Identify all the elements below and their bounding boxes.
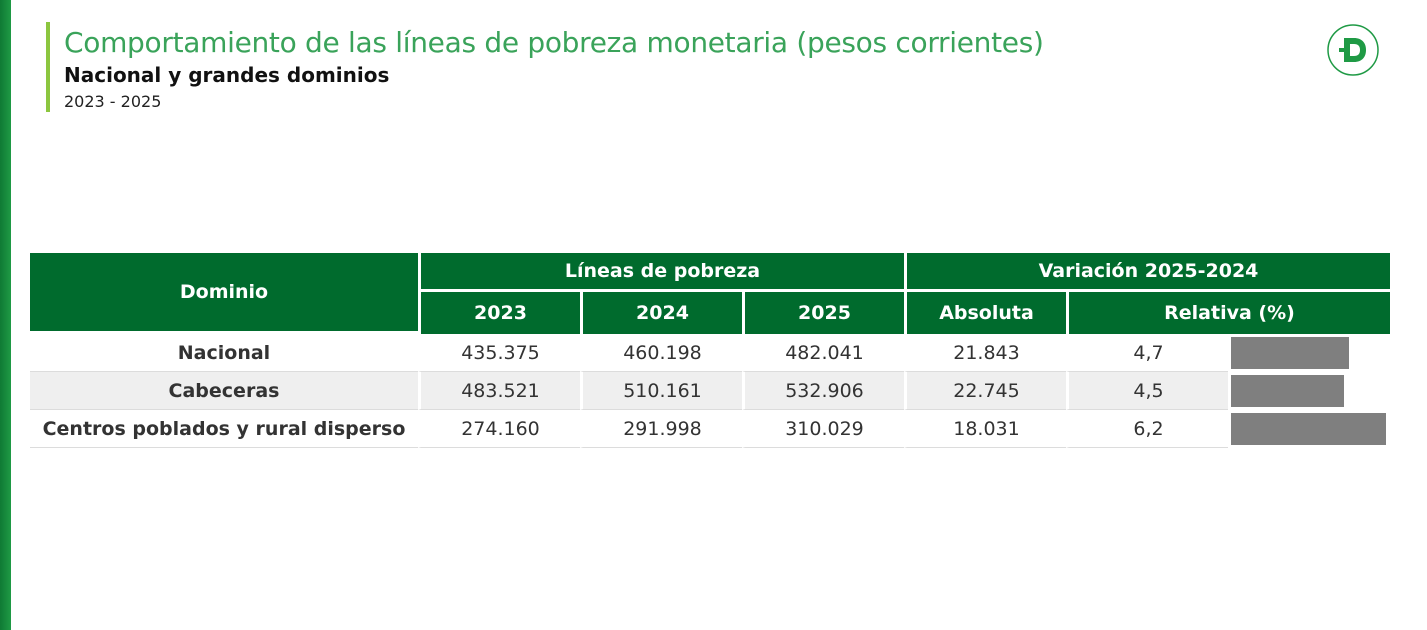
header-relativa: Relativa (%)	[1066, 292, 1390, 334]
cell-relativa: 4,5	[1066, 372, 1228, 410]
row-dominio-label: Nacional	[30, 334, 418, 372]
cell-2025: 310.029	[742, 410, 904, 448]
relativa-bar	[1231, 413, 1386, 445]
header-2023: 2023	[418, 292, 580, 334]
cell-2024: 510.161	[580, 372, 742, 410]
title-accent-bar	[46, 22, 50, 112]
cell-relativa: 6,2	[1066, 410, 1228, 448]
cell-absoluta: 18.031	[904, 410, 1066, 448]
cell-absoluta: 21.843	[904, 334, 1066, 372]
header-group-lineas: Líneas de pobreza	[418, 253, 904, 292]
side-accent-stripe	[0, 0, 11, 630]
cell-2025: 482.041	[742, 334, 904, 372]
row-dominio-label: Cabeceras	[30, 372, 418, 410]
row-dominio-label: Centros poblados y rural disperso	[30, 410, 418, 448]
page-title: Comportamiento de las líneas de pobreza …	[64, 26, 1044, 59]
relativa-bar-cell	[1228, 334, 1390, 372]
header-2024: 2024	[580, 292, 742, 334]
dane-d-logo-icon	[1327, 24, 1379, 76]
relativa-bar	[1231, 375, 1344, 407]
cell-2023: 435.375	[418, 334, 580, 372]
table-row: Nacional 435.375 460.198 482.041 21.843 4,7	[30, 334, 1390, 372]
period-label: 2023 - 2025	[64, 92, 162, 111]
cell-2025: 532.906	[742, 372, 904, 410]
table-body: Nacional 435.375 460.198 482.041 21.843 4,7 Ca…	[30, 334, 1390, 448]
cell-2023: 483.521	[418, 372, 580, 410]
relativa-bar	[1231, 337, 1349, 369]
relativa-bar-cell	[1228, 410, 1390, 448]
header-absoluta: Absoluta	[904, 292, 1066, 334]
cell-absoluta: 22.745	[904, 372, 1066, 410]
table-row: Cabeceras 483.521 510.161 532.906 22.745 4,5	[30, 372, 1390, 410]
header-dominio: Dominio	[30, 253, 418, 334]
table-row: Centros poblados y rural disperso 274.160…	[30, 410, 1390, 448]
page-subtitle: Nacional y grandes dominios	[64, 63, 390, 87]
cell-2024: 291.998	[580, 410, 742, 448]
header-2025: 2025	[742, 292, 904, 334]
cell-2024: 460.198	[580, 334, 742, 372]
relativa-bar-cell	[1228, 372, 1390, 410]
poverty-lines-table: Dominio Líneas de pobreza Variación 2025…	[30, 253, 1390, 448]
cell-relativa: 4,7	[1066, 334, 1228, 372]
header-group-variacion: Variación 2025-2024	[904, 253, 1390, 292]
cell-2023: 274.160	[418, 410, 580, 448]
